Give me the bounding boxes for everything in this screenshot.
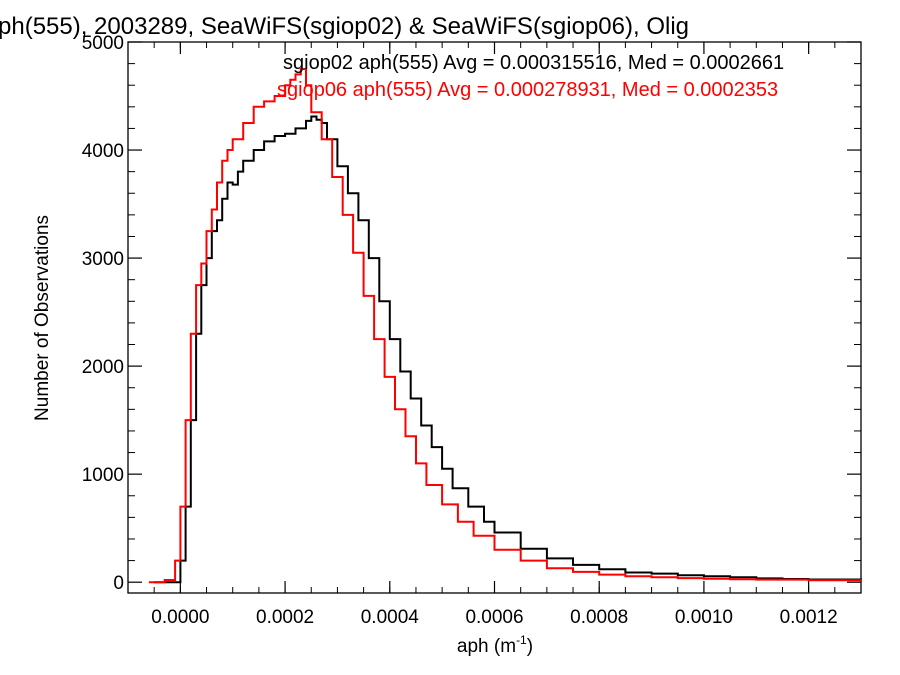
x-axis-label-sup: -1 [516,633,527,647]
series-sgiop02-line [154,115,862,584]
y-tick-label: 4000 [82,141,124,162]
y-axis-label: Number of Observations [32,215,53,421]
y-tick-label: 3000 [82,249,124,270]
legend-entry-sgiop06: sgiop06 aph(555) Avg = 0.000278931, Med … [277,79,778,101]
legend-entry-sgiop02: sgiop02 aph(555) Avg = 0.000315516, Med … [283,52,784,74]
y-tick-label: 2000 [82,357,124,378]
y-tick-label: 1000 [82,465,124,486]
x-axis-label: aph (m-1) [457,633,533,657]
y-tick-label: 5000 [82,33,124,54]
x-tick-label: 0.0010 [675,607,733,628]
x-axis-label-end: ) [527,636,533,657]
x-axis-ticks: 0.0000 0.0002 0.0004 0.0006 0.0008 0.0010 0.00… [127,42,862,628]
x-tick-label: 0.0008 [570,607,628,628]
x-tick-label: 0.0006 [465,607,523,628]
chart-title: ph(555), 2003289, SeaWiFS(sgiop02) & Sea… [0,13,689,40]
x-tick-label: 0.0002 [256,607,314,628]
x-tick-label: 0.0004 [361,607,420,628]
series-sgiop06-line [148,68,862,584]
y-axis-ticks: 0 1000 2000 3000 4000 5000 [82,33,861,594]
x-tick-label: 0.0000 [151,607,209,628]
x-tick-label: 0.0012 [780,607,838,628]
series-layer [148,68,862,584]
x-axis-label-main: aph (m [457,636,516,657]
y-tick-label: 0 [113,573,124,594]
